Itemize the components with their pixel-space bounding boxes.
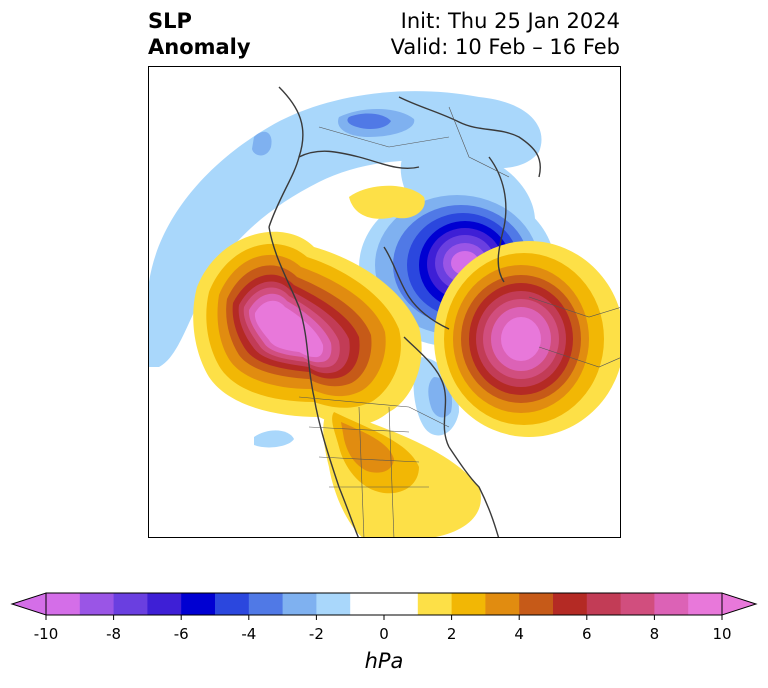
colorbar-swatch — [384, 593, 419, 615]
colorbar-swatch — [248, 593, 284, 615]
colorbar-swatch — [586, 593, 622, 615]
map-canvas — [149, 86, 620, 537]
colorbar-swatch — [688, 593, 723, 615]
colorbar-swatch — [181, 593, 216, 615]
colorbar-tick-label: -8 — [106, 625, 121, 643]
colorbar-tick-label: -4 — [241, 625, 256, 643]
colorbar-swatch — [553, 593, 588, 615]
positive-anomaly-north-pacific — [193, 231, 422, 426]
slp-anomaly-map — [148, 66, 621, 538]
coastlines — [268, 86, 541, 537]
negative-anomaly-atlantic-core — [428, 377, 453, 418]
positive-anomaly-western-europe — [434, 241, 620, 437]
colorbar-extend-max — [721, 592, 758, 616]
init-date: Init: Thu 25 Jan 2024 — [400, 9, 620, 33]
colorbar-swatch — [620, 593, 655, 615]
positive-anomaly-eastern-usa — [323, 407, 481, 537]
colorbar-swatch — [147, 593, 182, 615]
colorbar-tick-label: -10 — [34, 625, 59, 643]
map-subtitle: Init: Thu 25 Jan 2024 Valid: 10 Feb – 16… — [391, 8, 620, 60]
map-title: SLP Anomaly — [148, 8, 251, 60]
colorbar-tick-label: 10 — [712, 625, 731, 643]
colorbar-tick-label: 8 — [650, 625, 660, 643]
colorbar-swatch — [79, 593, 115, 615]
colorbar-tick-label: -6 — [174, 625, 189, 643]
colorbar-extend-min — [10, 592, 47, 616]
colorbar-swatch — [451, 593, 486, 615]
colorbar-tick-label: 0 — [379, 625, 389, 643]
map-title-line1: SLP — [148, 9, 192, 33]
colorbar-swatch — [46, 593, 81, 615]
colorbar-swatch — [215, 593, 250, 615]
colorbar: -10 -8 -6 -4 -2 0 2 4 6 8 10 hPa — [0, 584, 768, 684]
positive-anomaly-siberia — [349, 185, 425, 219]
colorbar-unit-label: hPa — [365, 649, 404, 673]
colorbar-swatch — [417, 593, 453, 615]
colorbar-tick-label: 2 — [447, 625, 457, 643]
colorbar-svg: -10 -8 -6 -4 -2 0 2 4 6 8 10 hPa — [10, 592, 758, 673]
colorbar-swatch — [282, 593, 317, 615]
map-title-line2: Anomaly — [148, 35, 251, 59]
colorbar-tick-label: 6 — [582, 625, 592, 643]
colorbar-swatch — [316, 593, 351, 615]
negative-anomaly-pacific-small — [254, 430, 294, 448]
colorbar-swatch — [113, 593, 148, 615]
valid-range: Valid: 10 Feb – 16 Feb — [390, 35, 620, 59]
colorbar-swatch — [519, 593, 554, 615]
political-borders — [298, 106, 620, 537]
colorbar-swatch — [485, 593, 520, 615]
colorbar-tick-label: -2 — [309, 625, 324, 643]
colorbar-tick-label: 4 — [514, 625, 524, 643]
colorbar-swatch — [350, 593, 385, 615]
negative-anomaly-small — [252, 131, 272, 156]
negative-anomaly-siberia-core — [347, 113, 391, 129]
colorbar-swatch — [654, 593, 689, 615]
